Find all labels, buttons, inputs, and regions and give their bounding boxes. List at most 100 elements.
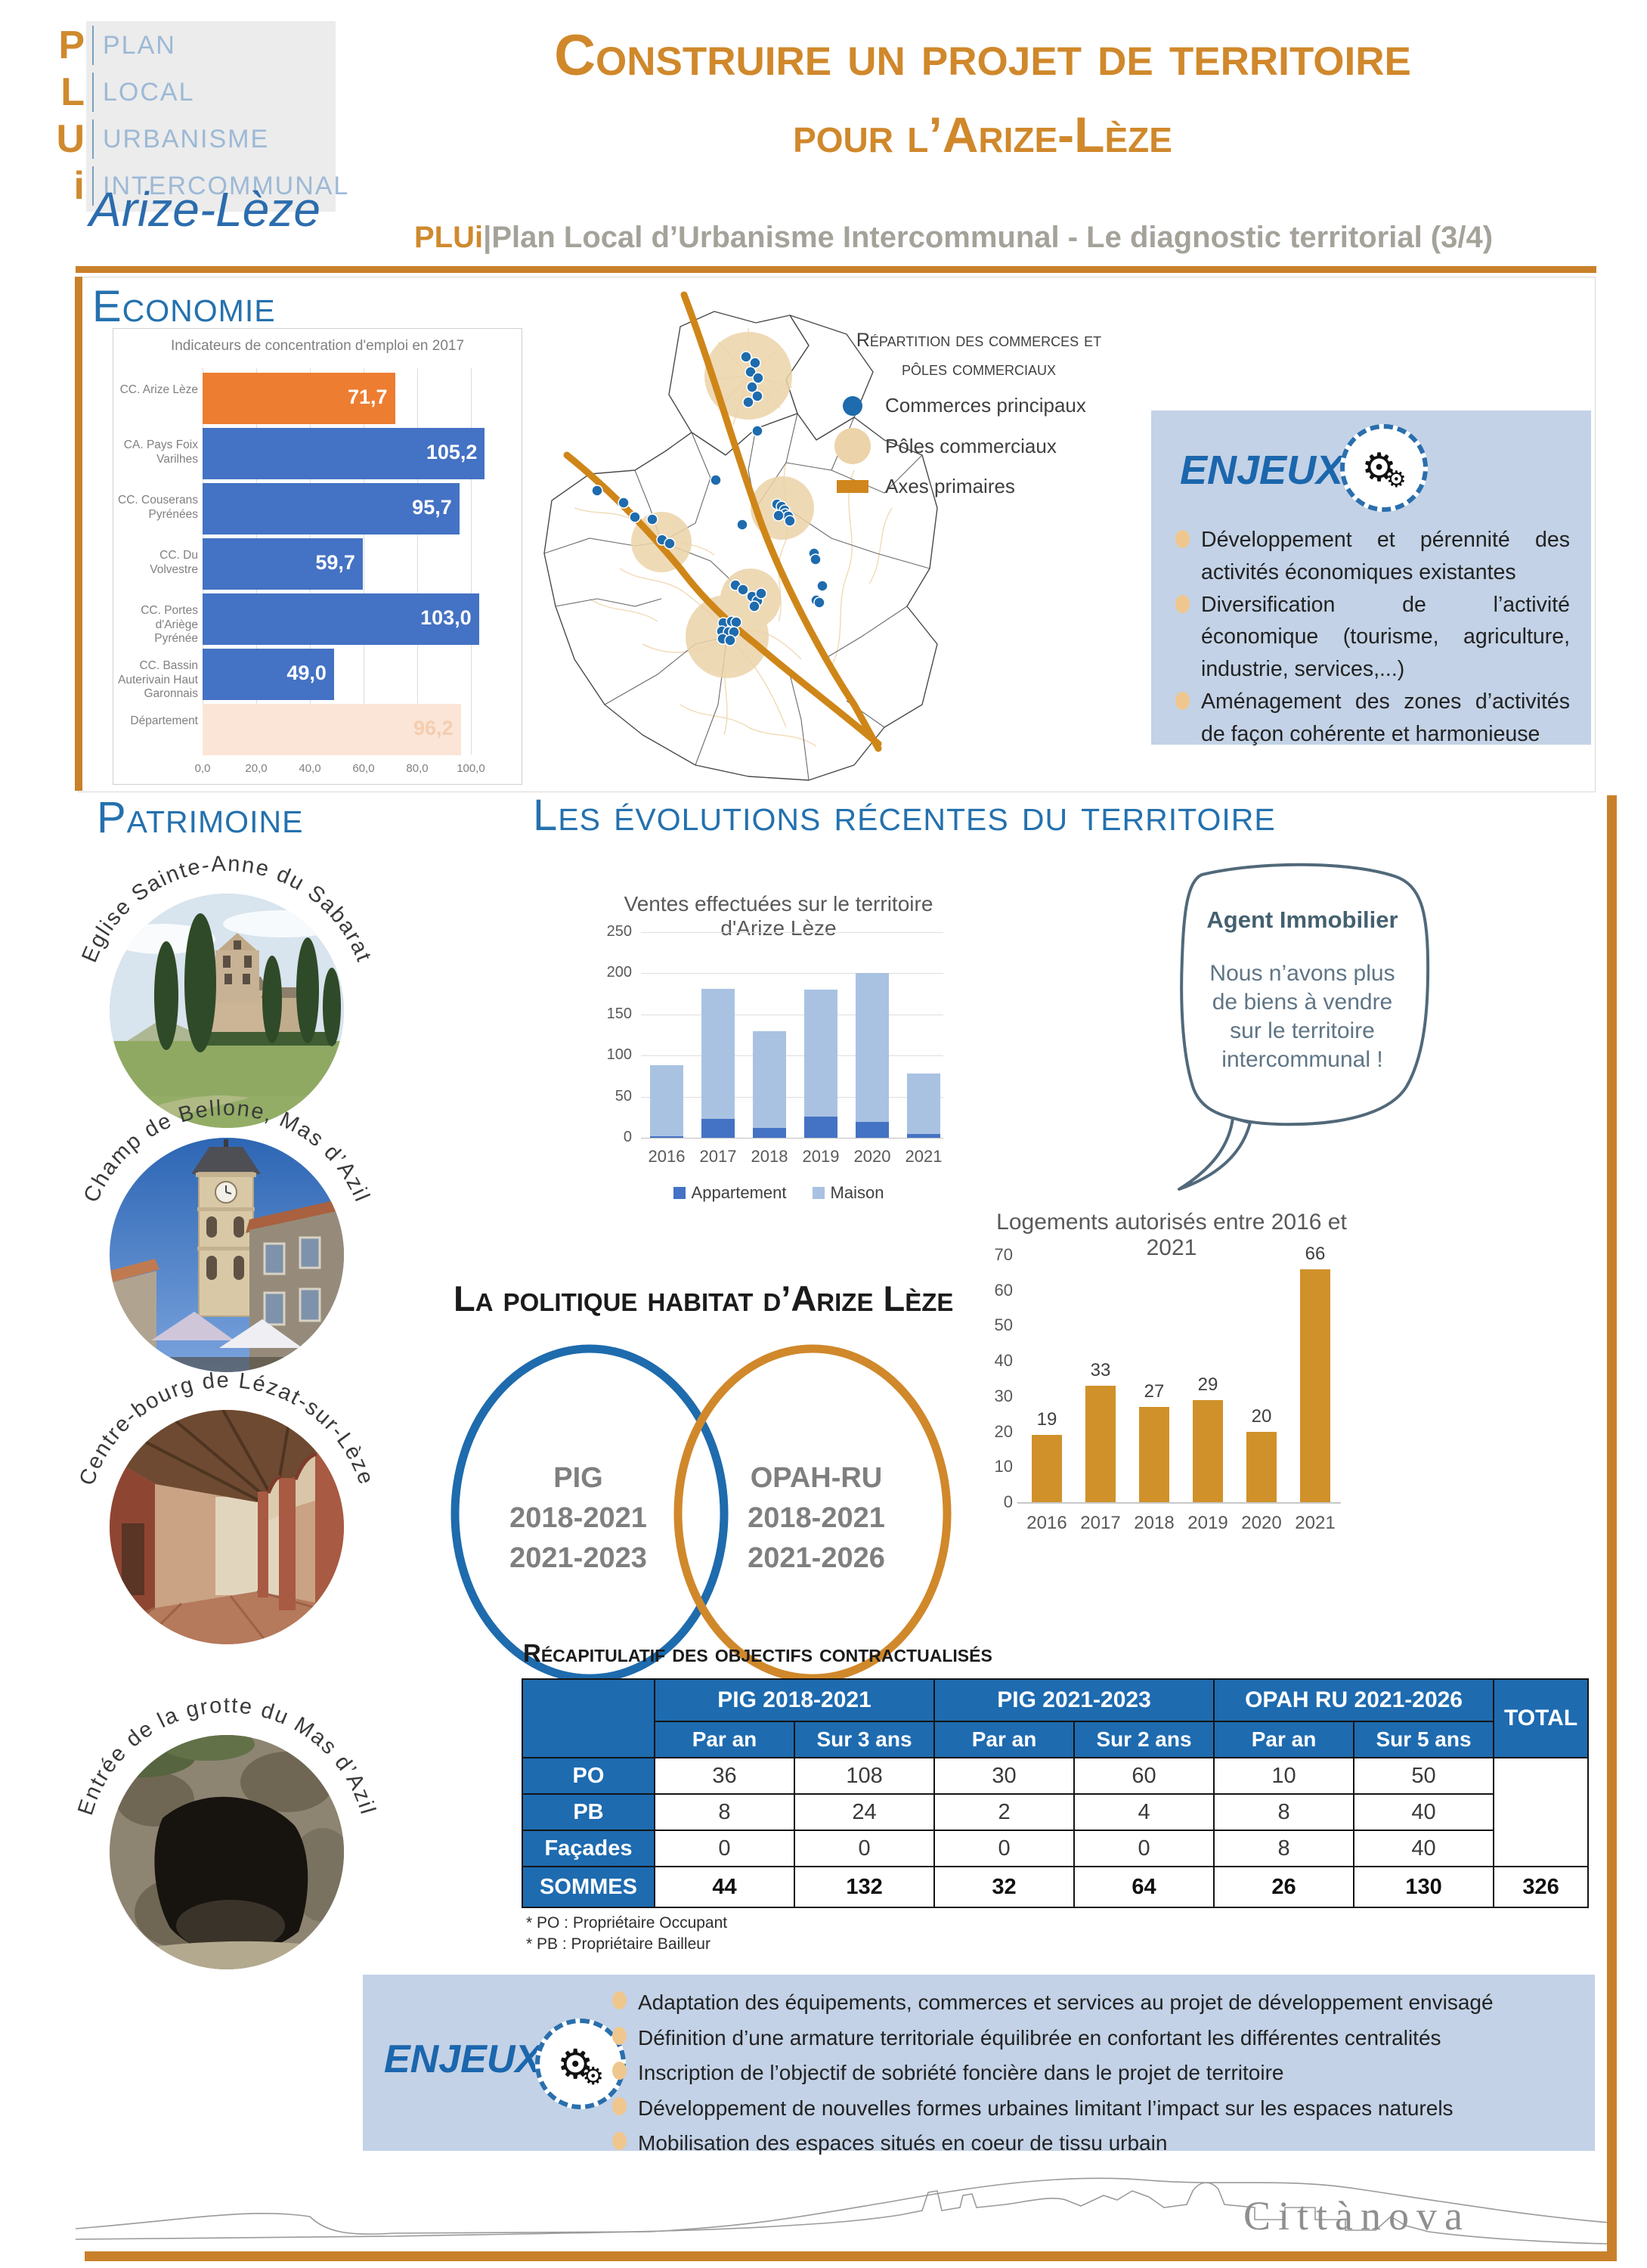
category-label: CC. Bassin Auterivain Haut Garonnais [118, 659, 198, 701]
plu-letter: L [60, 70, 85, 114]
subtitle-plui: PLUi [414, 221, 484, 254]
enjeux-item: Inscription de l’objectif de sobriété fo… [612, 2056, 1575, 2091]
economie-enjeux-box: ENJEUX ⚙ ⚙ Développement et pérennité des… [1151, 411, 1591, 746]
value-label: 66 [1305, 1243, 1326, 1264]
logo-separator [92, 166, 94, 206]
subtitle-rest: |Plan Local d’Urbanisme Intercommunal - … [483, 221, 1494, 254]
y-tick: 0 [623, 1129, 632, 1145]
table-cell: 44 [654, 1866, 795, 1908]
economie-left-accent [75, 277, 82, 791]
frame-right [1607, 795, 1617, 2261]
orange-axis-icon [837, 480, 868, 493]
x-tick: 100,0 [457, 762, 485, 775]
stacked-bar-segment [856, 1122, 889, 1138]
table-cell: 0 [654, 1830, 795, 1867]
gears-icon: ⚙ ⚙ [1340, 424, 1428, 512]
bar: 59,7 [203, 538, 363, 590]
plu-logo-row: U URBANISME [45, 116, 269, 162]
x-tick: 2021 [905, 1147, 943, 1166]
y-tick: 50 [615, 1087, 632, 1105]
table-col-group: OPAH RU 2021-2026 [1213, 1678, 1495, 1722]
bar: 103,0 [203, 593, 479, 645]
table-cell: 64 [1073, 1866, 1215, 1908]
x-tick: 40,0 [299, 762, 321, 775]
economie-enjeux-list: Développement et pérennité des activités… [1175, 524, 1570, 751]
stacked-bar-segment [753, 1030, 786, 1128]
poster-title-line2: pour l’Arize-Lèze [793, 107, 1172, 163]
table-cell: 0 [933, 1830, 1076, 1867]
svg-text:sur le territoire: sur le territoire [1230, 1018, 1375, 1043]
logo-separator [92, 73, 94, 112]
x-tick: 20,0 [245, 762, 268, 775]
habitat-enjeux-box: ENJEUX ⚙ ⚙ Adaptation des équipements, co… [363, 1975, 1595, 2155]
table-cell: 24 [793, 1793, 936, 1831]
table-cell: 50 [1353, 1757, 1495, 1795]
table-cell: 2 [933, 1793, 1076, 1831]
value-label: 29 [1197, 1374, 1218, 1395]
ventes-chart-title: Ventes effectuées sur le territoire d'Ar… [624, 892, 933, 940]
plu-letter: P [58, 23, 85, 67]
bar: 105,2 [203, 428, 485, 479]
logements-chart-title: Logements autorisés entre 2016 et 2021 [996, 1210, 1347, 1260]
table-cell: 32 [933, 1866, 1076, 1908]
plu-word: INTERCOMMUNAL [103, 171, 350, 200]
table-cell: 8 [654, 1793, 795, 1831]
politique-title: La politique habitat d’Arize Lèze [454, 1278, 954, 1318]
stacked-bar-segment [650, 1065, 683, 1136]
table-cell: 26 [1213, 1866, 1355, 1908]
x-tick: 2019 [1187, 1513, 1228, 1533]
pig-opah-venn: PIG 2018-2021 2021-2023 OPAH-RU 2018-202… [450, 1344, 952, 1683]
category-label: CC. Couserans Pyrénées [118, 494, 198, 521]
enjeux-item: Adaptation des équipements, commerces et… [612, 1985, 1575, 2021]
x-tick: 2021 [1295, 1513, 1336, 1533]
table-row-label: PB [522, 1793, 655, 1831]
value-label: 103,0 [420, 606, 472, 629]
bar: 71,7 [203, 373, 395, 424]
table-cell: 0 [1073, 1830, 1215, 1867]
table-sub-header: Sur 2 ans [1073, 1721, 1215, 1758]
value-label: 20 [1251, 1405, 1272, 1427]
x-tick: 2020 [1241, 1513, 1282, 1533]
y-tick: 20 [994, 1421, 1013, 1441]
map-legend-title: Répartition des commerces et pôles comme… [820, 327, 1138, 383]
enjeux-item: Aménagement des zones d’activités de faç… [1175, 686, 1570, 751]
plu-letter: i [73, 164, 85, 208]
footnote-po: * PO : Propriétaire Occupant [526, 1914, 728, 1932]
emploi-chart-title: Indicateurs de concentration d'emploi en… [170, 338, 465, 354]
table-cell: 8 [1213, 1793, 1355, 1831]
table-cell: 10 [1213, 1757, 1355, 1795]
y-tick: 70 [994, 1245, 1013, 1264]
logo-separator [92, 26, 94, 65]
ventes-legend: Appartement Maison [597, 1183, 960, 1203]
legend-item-commerces: Commerces principaux [820, 394, 1138, 417]
stacked-bar-segment [701, 989, 735, 1119]
header-divider [76, 266, 1596, 273]
y-tick: 10 [994, 1457, 1013, 1476]
blue-dot-icon [843, 395, 862, 416]
y-tick: 60 [994, 1280, 1013, 1300]
y-tick: 50 [994, 1315, 1013, 1335]
patrimoine-section-title: Patrimoine [97, 793, 304, 842]
table-grand-total: 326 [1493, 1866, 1590, 1908]
table-sub-header: Par an [1213, 1721, 1355, 1758]
poster-title-line1: Construire un projet de territoire [554, 23, 1411, 88]
photo-grotte-mas-azil [110, 1735, 344, 1969]
cittanova-skyline [76, 2177, 1610, 2245]
stacked-bar-segment [907, 1133, 940, 1138]
map-legend-title-line1: Répartition des commerces et [856, 330, 1102, 351]
x-tick: 60,0 [352, 762, 375, 775]
territory-name: Arize-Lèze [89, 182, 320, 237]
footnote-pb: * PB : Propriétaire Bailleur [526, 1935, 711, 1953]
stacked-bar-segment [907, 1074, 940, 1134]
y-tick: 100 [606, 1046, 632, 1064]
frame-bottom [85, 2251, 1617, 2261]
table-col-group: PIG 2021-2023 [933, 1678, 1215, 1722]
y-tick: 200 [606, 964, 632, 981]
bar [1193, 1399, 1223, 1502]
stacked-bar-segment [856, 973, 889, 1123]
value-label: 96,2 [413, 717, 454, 739]
value-label: 19 [1036, 1409, 1057, 1430]
table-col-group: PIG 2018-2021 [653, 1678, 936, 1722]
table-cell: 108 [793, 1757, 936, 1795]
logements-chart: Logements autorisés entre 2016 et 2021 0… [983, 1210, 1361, 1550]
